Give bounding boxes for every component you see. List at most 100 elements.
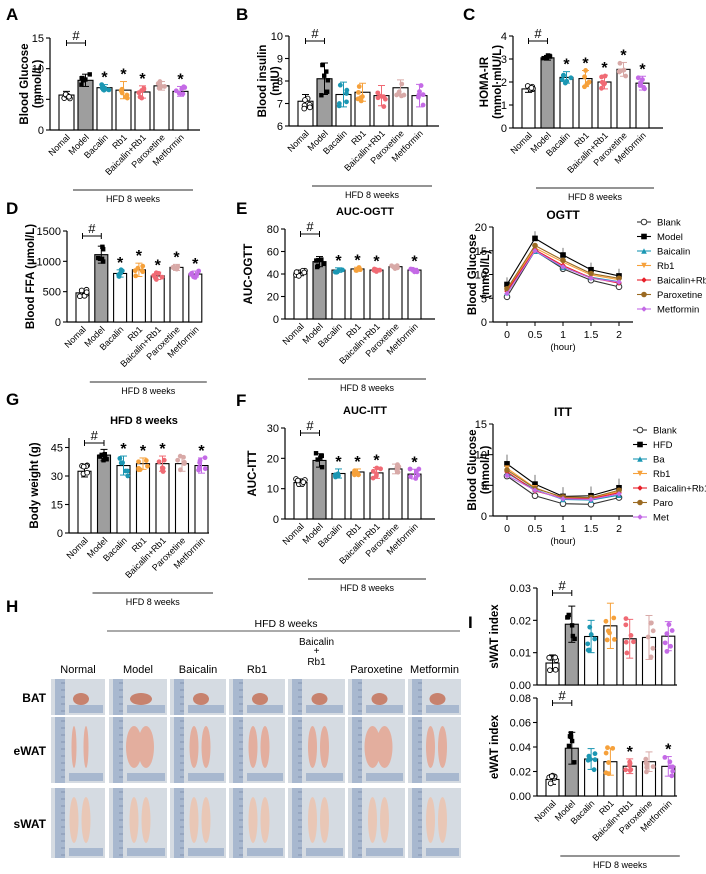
- data-point: [371, 267, 377, 273]
- panel-label: H: [6, 597, 18, 616]
- tissue-sample: [438, 797, 447, 843]
- tissue-sample: [73, 693, 89, 705]
- tissue-sample: [248, 726, 258, 768]
- data-point: [664, 631, 670, 637]
- y-tick-label: 30: [267, 423, 279, 435]
- ruler-horizontal: [366, 773, 403, 781]
- significance-hash: #: [91, 428, 99, 443]
- y-axis-label: Body weight (g): [29, 442, 41, 528]
- data-point: [102, 451, 108, 457]
- data-point: [611, 615, 617, 621]
- data-point: [117, 456, 123, 461]
- bar-Metformin: [407, 473, 422, 520]
- data-point: [140, 263, 146, 269]
- data-point: [606, 771, 612, 777]
- marker-diamond: [560, 496, 566, 502]
- data-point: [623, 73, 629, 79]
- data-point: [176, 90, 182, 96]
- data-point: [118, 88, 124, 94]
- data-point: [603, 750, 609, 756]
- data-point: [83, 77, 88, 82]
- marker-square: [560, 252, 566, 258]
- data-point: [196, 465, 202, 470]
- column-label: Metformin: [410, 664, 459, 676]
- data-point: [124, 92, 130, 98]
- photo-sWAT-2: [170, 788, 226, 858]
- data-point: [599, 85, 604, 91]
- data-point: [202, 466, 208, 472]
- data-point: [141, 87, 147, 92]
- row-label: eWAT: [14, 744, 47, 758]
- panel-label: I: [468, 613, 473, 632]
- y-tick-label: 0.01: [510, 648, 531, 660]
- data-point: [568, 734, 574, 740]
- bar-Paroxetine: [388, 468, 403, 520]
- bar-Model: [312, 261, 327, 320]
- tissue-sample: [201, 797, 211, 843]
- photo-sWAT-3: [229, 788, 285, 858]
- x-tick-label: 2: [616, 329, 622, 341]
- panel-label: G: [6, 390, 19, 409]
- chart-title: HFD 8 weeks: [110, 415, 178, 427]
- significance-star: *: [582, 56, 589, 73]
- data-point: [324, 89, 330, 94]
- tissue-sample: [308, 797, 317, 843]
- chart-title: ITT: [554, 405, 573, 419]
- data-point: [547, 780, 554, 787]
- y-tick-label: 7: [277, 99, 283, 111]
- y-tick-label: 0: [481, 511, 487, 523]
- data-point: [320, 62, 325, 68]
- ruler-horizontal: [69, 848, 103, 856]
- data-point: [143, 458, 149, 463]
- bar-Model: [77, 79, 94, 131]
- data-point: [319, 93, 324, 98]
- data-point: [602, 81, 607, 86]
- data-point: [80, 75, 85, 81]
- ruler-horizontal: [127, 848, 165, 856]
- significance-star: *: [620, 47, 627, 64]
- data-point: [669, 773, 675, 779]
- column-label: Model: [123, 664, 153, 676]
- legend-label: Metformin: [657, 305, 699, 316]
- significance-hash: #: [88, 221, 96, 236]
- bar-Bacalin: [331, 472, 346, 520]
- marker-circle: [641, 291, 647, 298]
- data-point: [335, 473, 341, 479]
- data-point: [552, 654, 559, 661]
- marker-diamond: [504, 290, 510, 297]
- data-point: [102, 454, 108, 460]
- data-point: [407, 466, 413, 472]
- data-point: [99, 85, 105, 91]
- y-tick-label: 0: [273, 314, 279, 326]
- marker-circle: [616, 275, 622, 282]
- data-point: [395, 465, 401, 471]
- x-tick-label: 1: [560, 523, 566, 535]
- legend-label: Baicalin+Rb1: [653, 484, 706, 495]
- photo-eWAT-3: [229, 717, 285, 783]
- y-axis-label-line: AUC-OGTT: [243, 244, 255, 305]
- ruler-vertical: [233, 717, 243, 783]
- legend-label: Paroxetine: [657, 290, 702, 301]
- data-point: [587, 624, 593, 630]
- hfd-group-label: HFD 8 weeks: [126, 597, 181, 607]
- ruler-vertical: [55, 788, 65, 858]
- marker-diamond: [588, 275, 594, 282]
- data-point: [181, 454, 186, 460]
- data-point: [568, 731, 574, 736]
- ruler-horizontal: [247, 848, 283, 856]
- data-point: [325, 78, 331, 83]
- data-point: [528, 85, 535, 91]
- tissue-sample: [126, 726, 142, 768]
- bar-Bacalin: [113, 272, 128, 323]
- ruler-horizontal: [188, 705, 224, 713]
- data-point: [153, 277, 159, 282]
- significance-star: *: [354, 454, 361, 471]
- column-label: Normal: [60, 664, 95, 676]
- bar-Nomal: [77, 470, 92, 534]
- x-tick-label: Nomal: [64, 535, 89, 560]
- data-point: [547, 53, 552, 59]
- photo-BAT-5: [348, 679, 405, 715]
